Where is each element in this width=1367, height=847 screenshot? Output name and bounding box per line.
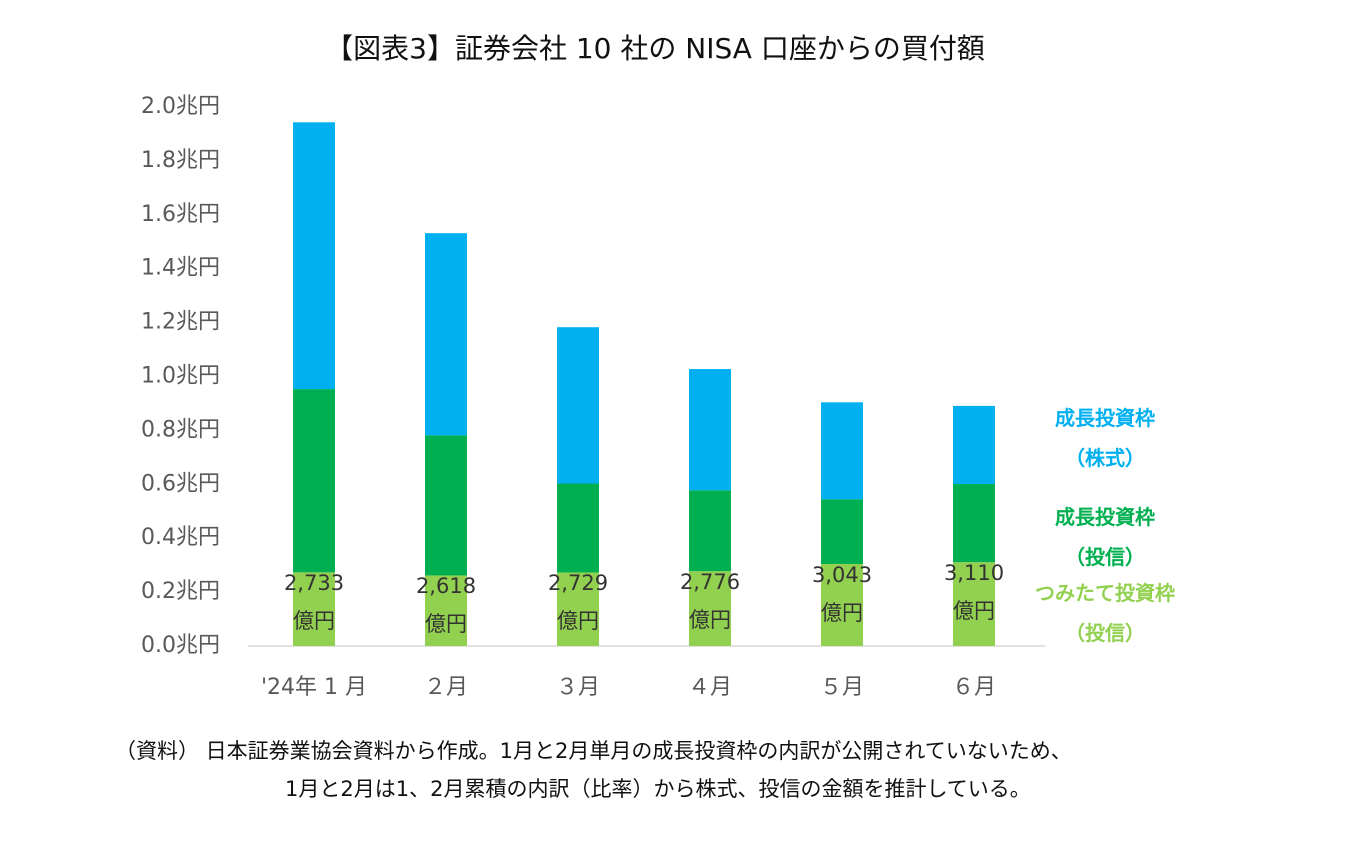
bar-segment [557,483,599,573]
footnote: 1月と2月は1、2月累積の内訳（比率）から株式、投信の金額を推計している。 [285,777,1031,801]
data-label: 2,618 億円 [415,574,477,637]
y-tick-label: 0.0兆円 [141,633,220,658]
y-tick-label: 1.8兆円 [141,148,220,173]
bar-segment [293,389,335,573]
bar-segment [821,563,863,646]
x-tick-label: ２月 [424,675,468,700]
y-tick-label: 1.4兆円 [141,256,220,281]
data-label: 2,733 億円 [283,571,345,634]
bar-segment [953,562,995,646]
footnote: （資料） 日本証券業協会資料から作成。1月と2月単月の成長投資枠の内訳が公開され… [115,739,1072,763]
y-tick-label: 1.2兆円 [141,310,220,335]
bar-segment [425,575,467,646]
bar-segment [557,572,599,646]
data-label: 2,729 億円 [547,571,609,634]
legend-entry: 成長投資枠 （株式） [1055,406,1155,470]
bar-segment [557,327,599,484]
y-tick-label: 1.0兆円 [141,364,220,389]
y-tick-label: 1.6兆円 [141,202,220,227]
bar-segment [689,369,731,491]
bar-segment [689,490,731,572]
y-tick-label: 0.6兆円 [141,471,220,496]
x-tick-label: ４月 [688,675,732,700]
bar-segment [293,572,335,646]
bar-segment [821,402,863,500]
y-tick-label: 2.0兆円 [141,94,220,119]
bar-segment [425,233,467,436]
x-tick-label: ３月 [556,675,600,700]
data-label: 3,043 億円 [811,562,873,625]
data-label: 2,776 億円 [679,570,741,633]
bar-segment [953,484,995,563]
x-tick-label: ５月 [820,675,864,700]
bar-segment [821,499,863,564]
bar-segment [953,405,995,485]
bar-segment [293,122,335,390]
y-tick-label: 0.4兆円 [141,525,220,550]
legend-entry: 成長投資枠 （投信） [1055,505,1155,569]
x-tick-label: ６月 [952,675,996,700]
x-tick-label: '24年 1 月 [261,675,367,700]
data-label: 3,110 億円 [943,561,1005,624]
chart-title: 【図表3】証券会社 10 社の NISA 口座からの買付額 [325,32,985,65]
bar-segment [689,571,731,646]
y-tick-label: 0.8兆円 [141,417,220,442]
legend-entry: つみたて投資枠 （投信） [1035,581,1175,645]
bar-segment [425,435,467,576]
y-tick-label: 0.2兆円 [141,579,220,604]
